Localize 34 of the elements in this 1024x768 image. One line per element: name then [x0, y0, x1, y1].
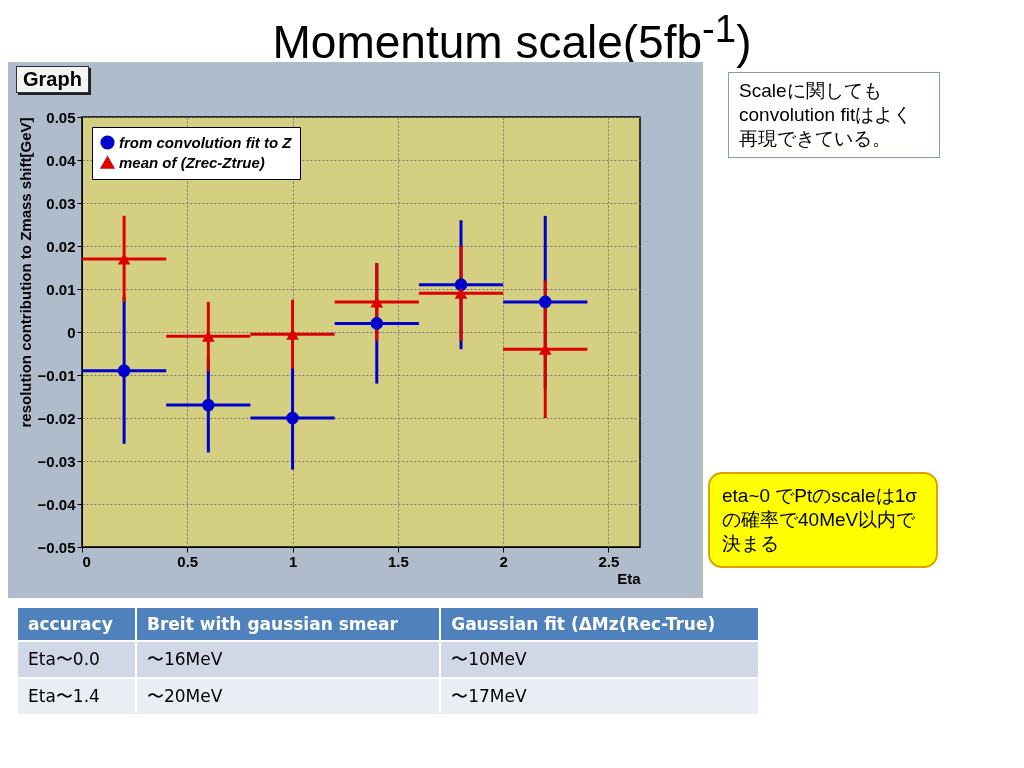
y-tick-label: −0.04 — [37, 495, 77, 513]
y-tick-label: 0 — [67, 323, 76, 341]
x-tick-label: 1 — [288, 552, 298, 570]
chart-subtitle: Graph — [16, 66, 89, 93]
y-tick-label: 0.04 — [46, 151, 77, 169]
x-tick-label: 0.5 — [177, 552, 199, 570]
text: Breit with gaussian smear — [135, 607, 441, 641]
y-tick-label: 0.05 — [46, 108, 76, 126]
text: 〜20MeV — [135, 678, 441, 715]
text: eta~0 でPtのscaleは1σの確率で40MeV以内で決まる — [708, 472, 938, 568]
text: Scaleに関してもconvolution fitはよく再現できている。 — [728, 72, 940, 158]
text: 〜10MeV — [440, 641, 759, 678]
text: Eta〜0.0 — [17, 641, 136, 678]
x-axis-title: Eta — [617, 569, 642, 587]
x-tick-label: 2 — [499, 552, 508, 570]
y-tick-label: −0.03 — [37, 452, 76, 470]
y-axis-title: resolution contribution to Zmass shift[GeV] — [16, 117, 34, 428]
text: accuracy — [17, 607, 136, 641]
x-tick-label: 2.5 — [598, 552, 620, 570]
y-tick-label: −0.02 — [37, 409, 76, 427]
chart-title: Momentum scale(5fb$^{-1}$) — [272, 7, 752, 69]
legend-label: from convolution fit to Z — [119, 133, 293, 151]
y-tick-label: 0.01 — [46, 280, 76, 298]
y-tick-label: 0.03 — [46, 194, 76, 212]
text: 〜17MeV — [440, 678, 759, 715]
legend-label: mean of (Zrec-Ztrue) — [119, 153, 265, 171]
text: Eta〜1.4 — [17, 678, 136, 715]
y-tick-label: −0.01 — [37, 366, 76, 384]
y-tick-label: 0.02 — [46, 237, 76, 255]
x-tick-label: 1.5 — [387, 552, 409, 570]
x-tick-label: 0 — [82, 552, 91, 570]
text: 〜16MeV — [135, 641, 441, 678]
text: Gaussian fit (ΔMz(Rec-True) — [440, 607, 759, 641]
y-tick-label: −0.05 — [37, 538, 76, 556]
